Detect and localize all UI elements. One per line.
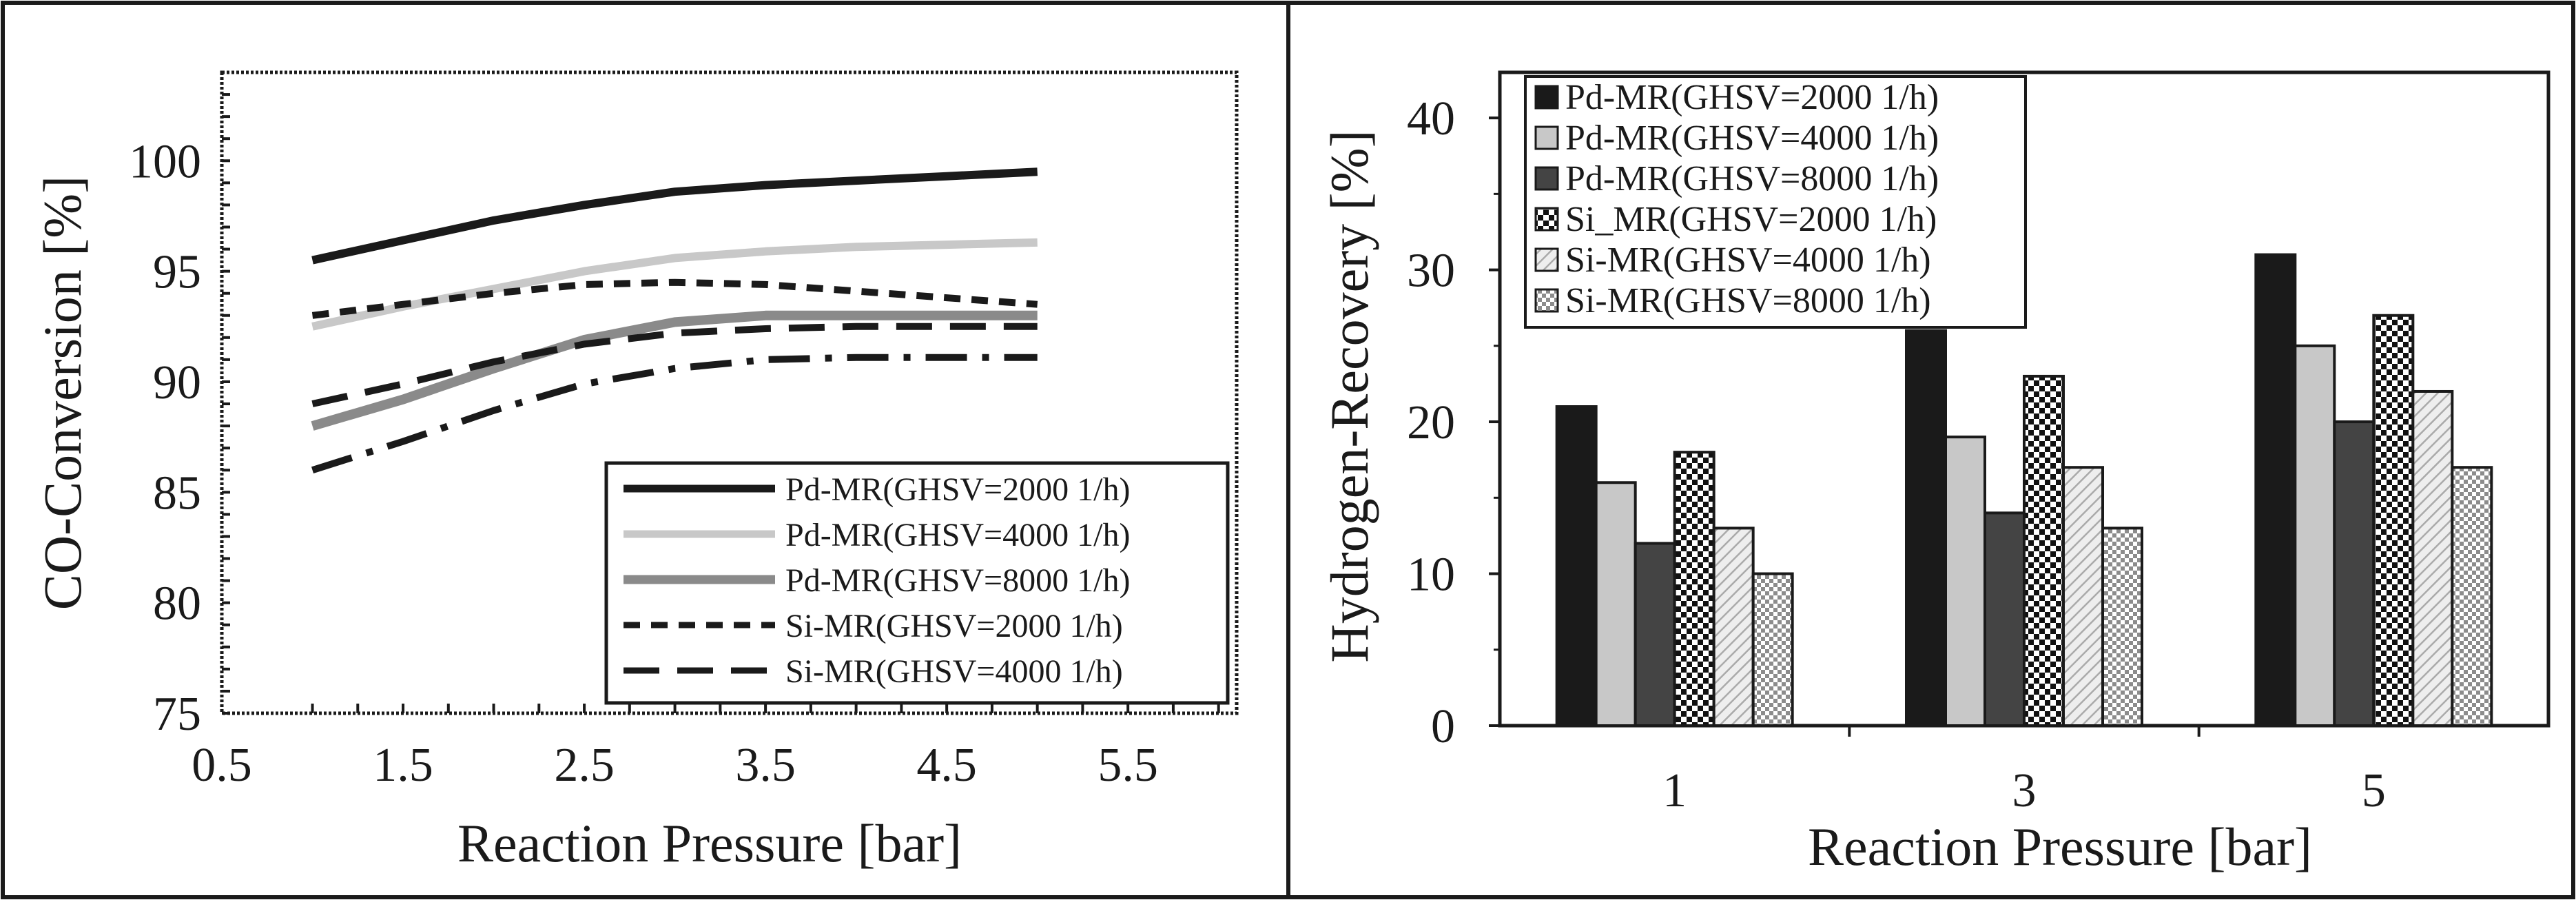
bar-5-series-3 (2372, 314, 2415, 727)
right-y-tick-label-0: 0 (1431, 700, 1455, 753)
bar-3-series-2 (1983, 511, 2026, 727)
left-legend-label-1: Pd-MR(GHSV=4000 1/h) (785, 517, 1130, 553)
left-series-line-4 (311, 323, 1038, 407)
bar-3-series-0 (1905, 329, 1947, 727)
co-conversion-chart: 0.5 1.5 2.5 3.5 4.5 5.5 75 80 85 90 95 100 Pd-MR(G… (32, 70, 1239, 873)
left-y-tick-label-4: 95 (153, 246, 201, 299)
right-legend-swatch-3 (1534, 207, 1559, 232)
left-x-tick-label-5: 5.5 (1098, 739, 1158, 792)
left-series-line-3 (311, 278, 1038, 319)
left-legend: Pd-MR(GHSV=2000 1/h) Pd-MR(GHSV=4000 1/h… (604, 461, 1230, 705)
right-y-tick-label-4: 40 (1407, 92, 1455, 145)
right-x-tick-label-1: 3 (2012, 764, 2037, 817)
left-x-tick-label-2: 2.5 (554, 739, 615, 792)
right-legend-label-5: Si-MR(GHSV=8000 1/h) (1565, 281, 1931, 320)
left-y-axis-title: CO-Conversion [%] (32, 176, 92, 610)
bar-1-series-0 (1555, 405, 1598, 727)
right-x-tick-label-0: 1 (1662, 764, 1687, 817)
bar-5-series-0 (2254, 253, 2297, 727)
left-y-tick-label-0: 75 (153, 688, 201, 741)
bar-1-series-3 (1673, 451, 1715, 727)
left-series-line-0 (311, 167, 1038, 265)
bar-3-series-1 (1944, 436, 1986, 727)
right-y-tick-label-1: 10 (1407, 549, 1455, 602)
left-y-tick-label-5: 100 (129, 135, 201, 188)
left-y-tick-label-2: 85 (153, 467, 201, 520)
left-y-tick-label-3: 90 (153, 356, 201, 409)
left-legend-label-2: Pd-MR(GHSV=8000 1/h) (785, 562, 1130, 599)
bar-5-series-5 (2451, 466, 2493, 727)
right-legend: Pd-MR(GHSV=2000 1/h) Pd-MR(GHSV=4000 1/h… (1524, 75, 2027, 329)
bar-1-series-1 (1594, 481, 1637, 727)
bar-1-series-2 (1634, 542, 1676, 727)
bar-5-series-4 (2411, 389, 2454, 727)
left-x-tick-label-4: 4.5 (916, 739, 977, 792)
left-x-tick-label-3: 3.5 (735, 739, 796, 792)
right-y-axis-title: Hydrogen-Recovery [%] (1319, 130, 1379, 662)
right-y-ticks: 0 10 20 30 40 (1407, 92, 1500, 753)
left-legend-label-4: Si-MR(GHSV=4000 1/h) (785, 653, 1123, 690)
hydrogen-recovery-chart: 0 10 20 30 40 1 3 5 Pd-MR(GHSV=2000 1/h) Pd-MR… (1319, 70, 2551, 877)
bar-3-series-4 (2062, 466, 2104, 727)
left-x-ticks: 0.5 1.5 2.5 3.5 4.5 5.5 (192, 704, 1220, 792)
left-y-ticks: 75 80 85 90 95 100 (129, 93, 230, 741)
left-x-tick-label-1: 1.5 (373, 739, 433, 792)
right-x-tick-labels: 1 3 5 (1662, 726, 2386, 817)
left-legend-label-3: Si-MR(GHSV=2000 1/h) (785, 608, 1123, 644)
bar-1-series-4 (1712, 526, 1755, 727)
right-legend-label-2: Pd-MR(GHSV=8000 1/h) (1565, 159, 1939, 198)
left-x-axis-title: Reaction Pressure [bar] (457, 813, 962, 873)
right-x-tick-label-2: 5 (2362, 764, 2386, 817)
right-y-tick-label-3: 30 (1407, 245, 1455, 298)
bar-1-series-5 (1751, 572, 1794, 728)
right-x-axis-title: Reaction Pressure [bar] (1808, 817, 2312, 877)
right-panel-frame (1286, 1, 2575, 899)
bar-5-series-2 (2333, 420, 2376, 727)
right-legend-label-0: Pd-MR(GHSV=2000 1/h) (1565, 78, 1939, 117)
right-legend-box (1524, 75, 2027, 329)
bar-3-series-5 (2101, 526, 2143, 727)
left-series-line-2 (311, 310, 1038, 431)
left-series-line-5 (311, 354, 1038, 473)
right-legend-label-1: Pd-MR(GHSV=4000 1/h) (1565, 119, 1939, 158)
right-bars (1555, 253, 2493, 728)
right-legend-swatch-1 (1534, 125, 1559, 150)
right-legend-label-3: Si_MR(GHSV=2000 1/h) (1565, 200, 1937, 239)
right-legend-swatch-4 (1534, 247, 1559, 272)
right-y-tick-label-2: 20 (1407, 396, 1455, 449)
bar-3-series-3 (2023, 374, 2065, 727)
right-legend-swatch-2 (1534, 166, 1559, 191)
right-legend-swatch-0 (1534, 85, 1559, 110)
left-y-tick-label-1: 80 (153, 577, 201, 631)
bar-5-series-1 (2294, 344, 2336, 727)
right-legend-swatch-5 (1534, 288, 1559, 313)
left-series-lines (311, 167, 1038, 473)
left-x-tick-label-0: 0.5 (192, 739, 252, 792)
left-legend-label-0: Pd-MR(GHSV=2000 1/h) (785, 471, 1130, 508)
right-legend-label-4: Si-MR(GHSV=4000 1/h) (1565, 241, 1931, 280)
